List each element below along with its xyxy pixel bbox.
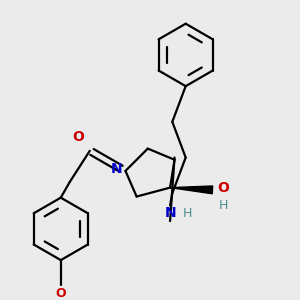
Text: H: H <box>183 207 193 220</box>
Polygon shape <box>170 186 213 194</box>
Text: H: H <box>219 199 228 212</box>
Text: O: O <box>73 130 85 144</box>
Text: N: N <box>111 162 122 176</box>
Text: O: O <box>218 181 230 195</box>
Text: O: O <box>56 287 66 300</box>
Text: N: N <box>164 206 176 220</box>
